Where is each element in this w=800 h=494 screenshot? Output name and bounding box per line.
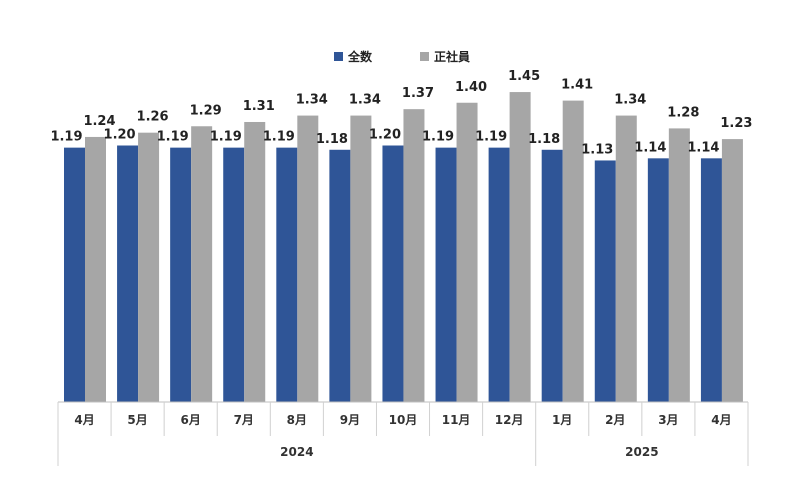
data-label-total-9: 1.19: [475, 130, 507, 145]
bar-total-11: [594, 160, 616, 402]
bars: [64, 92, 743, 403]
data-label-total-10: 1.18: [528, 132, 560, 147]
bar-total-3: [170, 147, 192, 402]
data-label-regular-9: 1.45: [508, 69, 540, 84]
bar-regular-4: [244, 121, 266, 403]
data-label-regular-11: 1.34: [614, 93, 646, 108]
bar-regular-8: [456, 102, 478, 402]
x-tick-label-2: 5月: [127, 413, 147, 427]
bar-total-13: [700, 158, 722, 402]
bar-regular-13: [721, 139, 743, 402]
data-label-regular-3: 1.29: [190, 103, 222, 118]
data-label-regular-10: 1.41: [561, 78, 593, 93]
group-label-2: 2025: [625, 445, 658, 459]
x-tick-label-10: 1月: [552, 413, 572, 427]
legend-swatch-2: [420, 52, 429, 61]
bar-total-10: [541, 149, 563, 402]
data-label-regular-5: 1.34: [296, 93, 328, 108]
data-label-regular-4: 1.31: [243, 99, 275, 114]
data-label-regular-7: 1.37: [402, 86, 434, 101]
data-label-regular-8: 1.40: [455, 80, 487, 95]
bar-total-12: [647, 158, 669, 402]
legend: 全数 正社員: [334, 49, 470, 64]
bar-regular-5: [297, 115, 319, 402]
x-tick-label-3: 6月: [181, 413, 201, 427]
data-label-total-7: 1.20: [369, 128, 401, 143]
data-labels: 1.191.241.201.261.191.291.191.311.191.34…: [50, 69, 752, 157]
data-label-total-13: 1.14: [687, 140, 719, 155]
bar-total-7: [382, 145, 404, 402]
bar-total-9: [488, 147, 510, 402]
legend-label-2: 正社員: [434, 49, 470, 64]
bar-total-6: [329, 149, 351, 402]
data-label-total-3: 1.19: [157, 130, 189, 145]
bar-total-2: [117, 145, 139, 402]
x-tick-label-6: 9月: [340, 413, 360, 427]
bar-regular-9: [509, 92, 531, 402]
data-label-total-1: 1.19: [50, 130, 82, 145]
x-tick-label-13: 4月: [711, 413, 731, 427]
data-label-total-8: 1.19: [422, 130, 454, 145]
bar-regular-3: [191, 126, 213, 402]
x-tick-label-8: 11月: [442, 413, 471, 427]
data-label-total-2: 1.20: [104, 128, 136, 143]
bar-regular-6: [350, 115, 372, 402]
data-label-regular-12: 1.28: [667, 105, 699, 120]
x-tick-label-9: 12月: [495, 413, 524, 427]
bar-regular-12: [668, 128, 690, 402]
x-tick-label-7: 10月: [389, 413, 418, 427]
bar-regular-11: [615, 115, 637, 402]
bar-regular-2: [138, 132, 160, 403]
x-axis: 4月 5月 6月 7月 8月 9月 10月 11月 12月 1月 2月 3月 4月 2024 2025: [57, 401, 749, 466]
data-label-regular-2: 1.26: [137, 110, 169, 125]
data-label-regular-1: 1.24: [83, 114, 115, 129]
data-label-regular-13: 1.23: [720, 116, 752, 131]
legend-swatch-1: [334, 52, 343, 61]
bar-regular-7: [403, 109, 425, 402]
data-label-total-12: 1.14: [634, 140, 666, 155]
x-tick-label-11: 2月: [605, 413, 625, 427]
bar-total-5: [276, 147, 298, 402]
bar-total-4: [223, 147, 245, 402]
data-label-total-11: 1.13: [581, 142, 613, 157]
bar-total-1: [64, 147, 85, 402]
bar-total-8: [435, 147, 457, 402]
x-tick-label-4: 7月: [234, 413, 254, 427]
legend-label-1: 全数: [347, 49, 373, 64]
x-tick-label-1: 4月: [74, 413, 94, 427]
bar-regular-1: [85, 136, 106, 402]
x-tick-label-5: 8月: [287, 413, 307, 427]
data-label-total-6: 1.18: [316, 132, 348, 147]
data-label-total-5: 1.19: [263, 130, 295, 145]
bar-regular-10: [562, 100, 584, 403]
x-tick-label-12: 3月: [658, 413, 678, 427]
data-label-total-4: 1.19: [210, 130, 242, 145]
data-label-regular-6: 1.34: [349, 93, 381, 108]
group-label-1: 2024: [280, 445, 313, 459]
